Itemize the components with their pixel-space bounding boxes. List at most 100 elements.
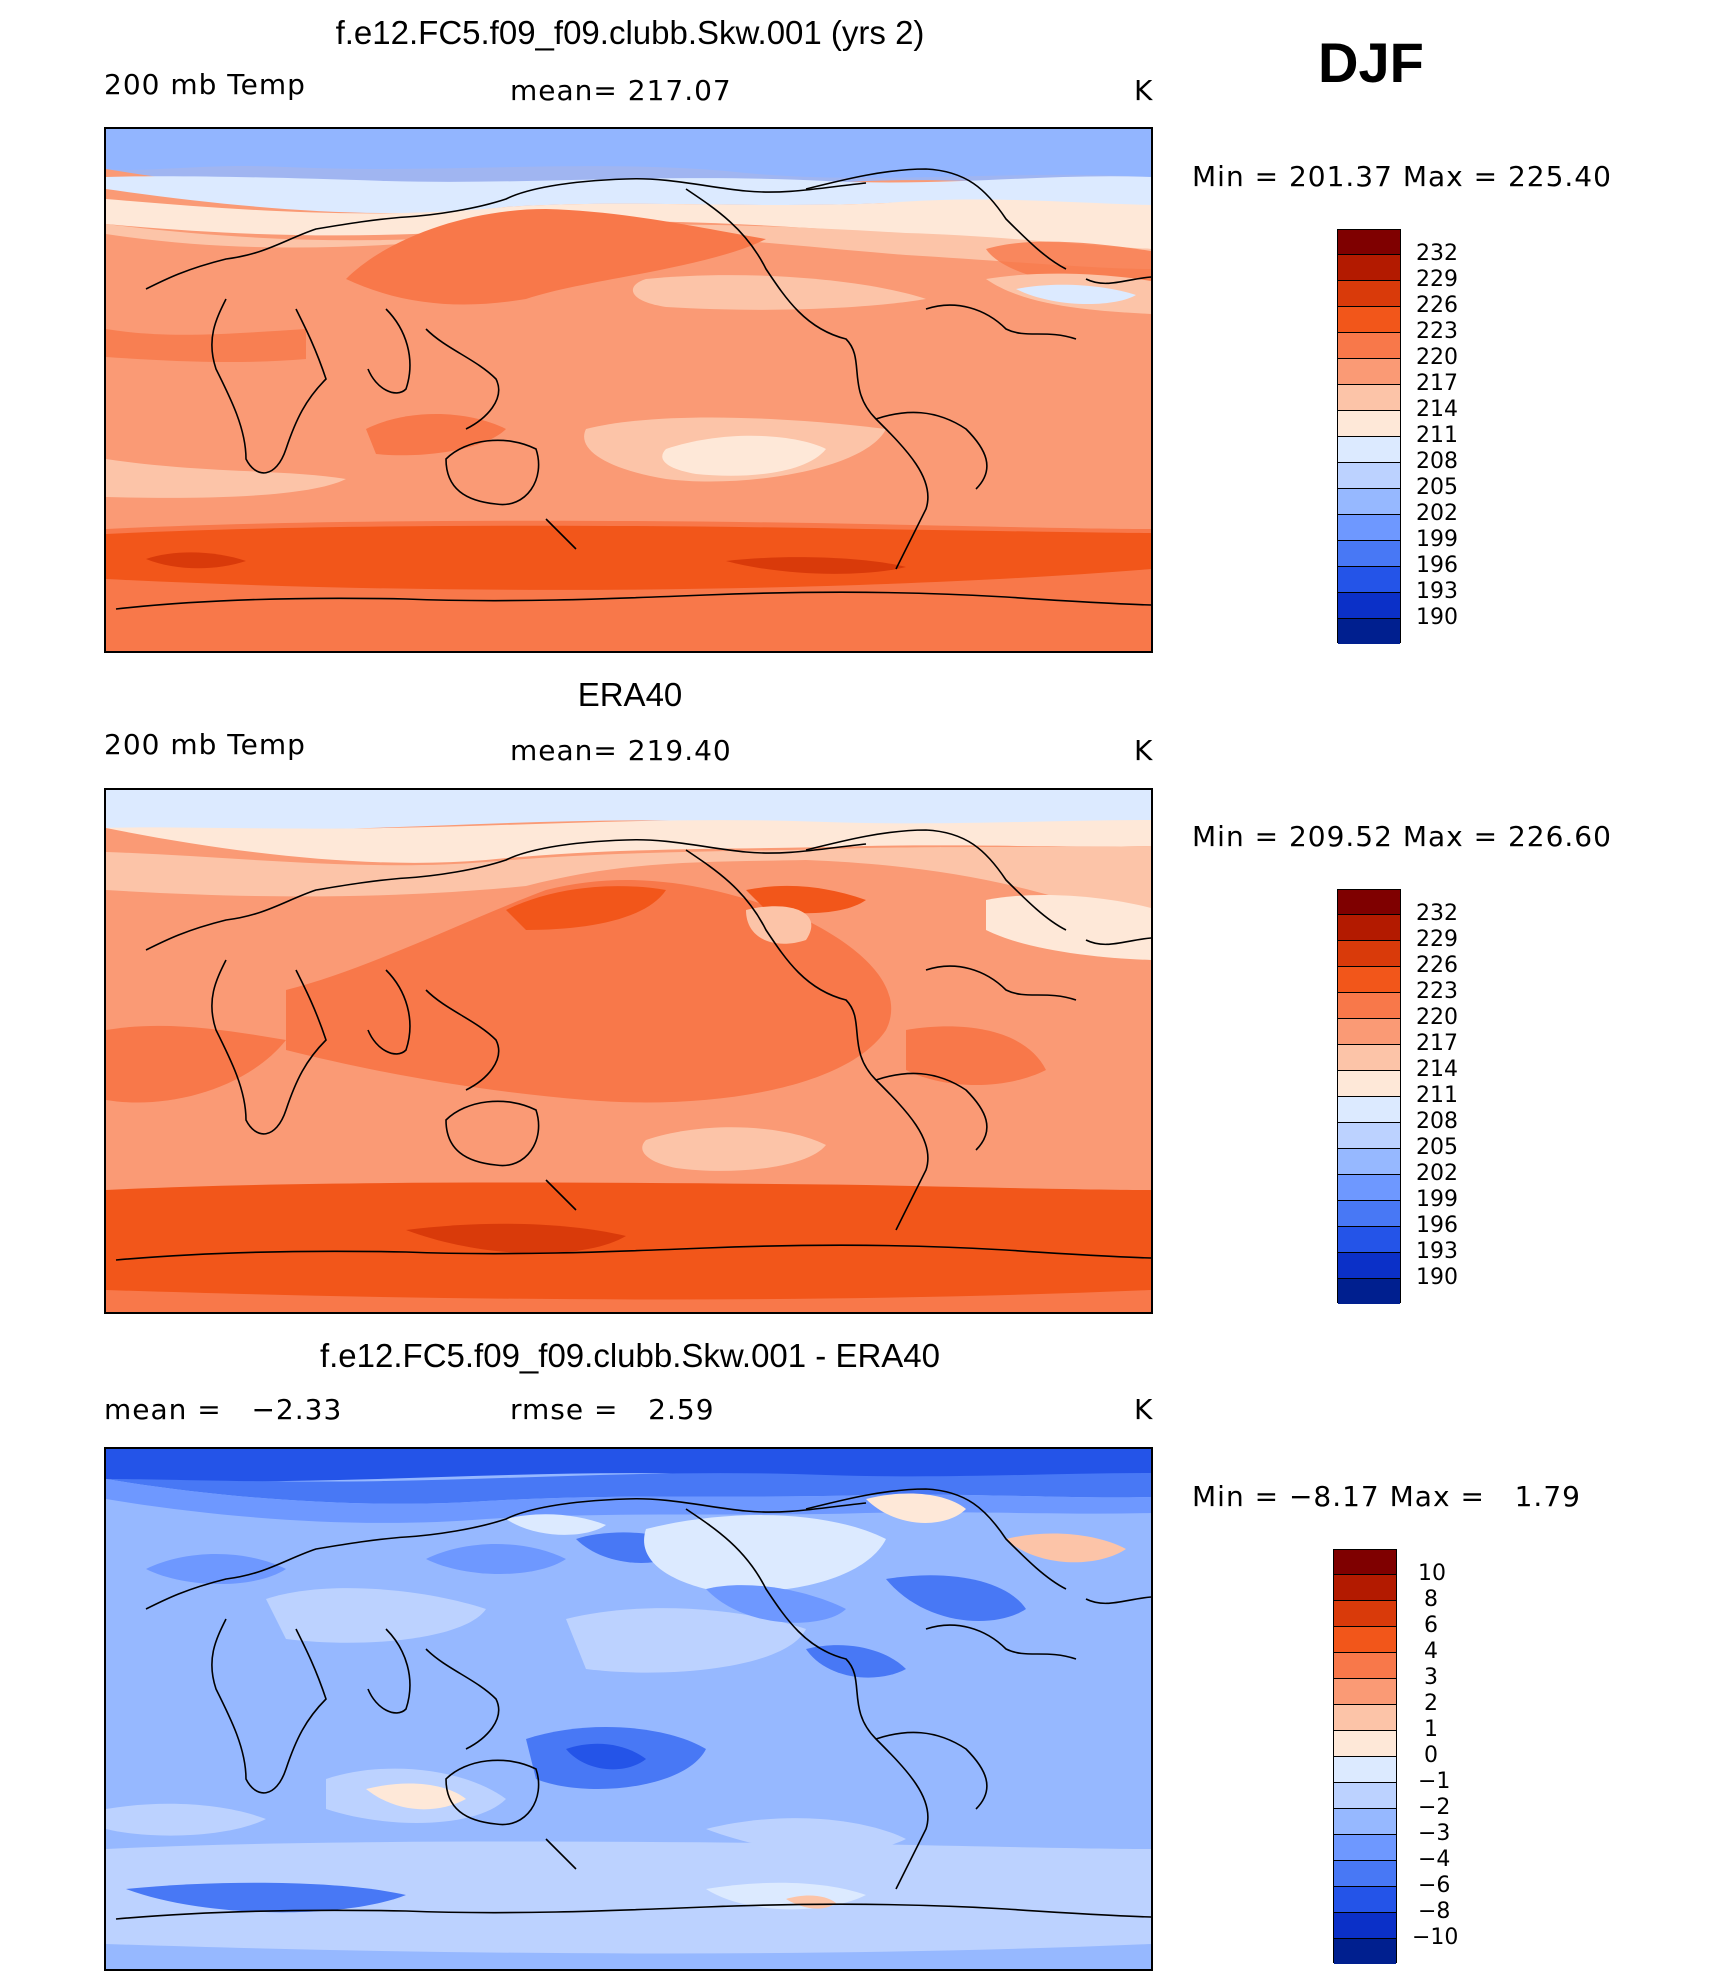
colorbar-tick-label: 0 <box>1424 1743 1438 1768</box>
colorbar-tick-label: 202 <box>1416 1161 1458 1186</box>
colorbar-tick-label: 214 <box>1416 1057 1458 1082</box>
colorbar-tick-label: 223 <box>1416 979 1458 1004</box>
panel1-colorbar <box>1337 229 1401 644</box>
colorbar-tick-label: −2 <box>1418 1795 1451 1820</box>
colorbar-tick-label: 232 <box>1416 241 1458 266</box>
panel2-colorbar-swatch <box>1338 1071 1400 1097</box>
panel3-colorbar-swatch <box>1334 1913 1396 1939</box>
colorbar-tick-label: 220 <box>1416 1005 1458 1030</box>
colorbar-tick-label: −6 <box>1418 1873 1451 1898</box>
colorbar-tick-label: 202 <box>1416 501 1458 526</box>
panel1-colorbar-swatch <box>1338 359 1400 385</box>
colorbar-tick-label: 196 <box>1416 553 1458 578</box>
colorbar-tick-label: 208 <box>1416 449 1458 474</box>
panel1-title: f.e12.FC5.f09_f09.clubb.Skw.001 (yrs 2) <box>335 14 925 51</box>
panel3-colorbar-swatch <box>1334 1783 1396 1809</box>
panel2-title: ERA40 <box>577 676 683 713</box>
colorbar-tick-label: −3 <box>1418 1821 1451 1846</box>
panel3-map <box>104 1447 1153 1971</box>
panel2-colorbar-swatch <box>1338 1045 1400 1071</box>
panel3-mean-label: mean = −2.33 <box>104 1393 343 1426</box>
panel3-colorbar-swatch <box>1334 1679 1396 1705</box>
panel3-colorbar-swatch <box>1334 1887 1396 1913</box>
colorbar-tick-label: 208 <box>1416 1109 1458 1134</box>
panel3-colorbar-swatch <box>1334 1653 1396 1679</box>
colorbar-tick-label: 199 <box>1416 527 1458 552</box>
panel1-colorbar-swatch <box>1338 385 1400 411</box>
panel3-colorbar-swatch <box>1334 1757 1396 1783</box>
colorbar-tick-label: 196 <box>1416 1213 1458 1238</box>
colorbar-tick-label: 3 <box>1424 1665 1438 1690</box>
colorbar-tick-label: 211 <box>1416 1083 1458 1108</box>
colorbar-tick-label: 4 <box>1424 1639 1438 1664</box>
panel2-colorbar-swatch <box>1338 993 1400 1019</box>
panel3-minmax: Min = −8.17 Max = 1.79 <box>1192 1480 1581 1513</box>
panel1-temperature-field <box>106 129 1151 651</box>
colorbar-tick-label: 226 <box>1416 953 1458 978</box>
panel2-colorbar-swatch <box>1338 1253 1400 1279</box>
panel2-minmax: Min = 209.52 Max = 226.60 <box>1192 820 1612 853</box>
colorbar-tick-label: 229 <box>1416 267 1458 292</box>
panel2-colorbar-swatch <box>1338 1123 1400 1149</box>
panel2-units: K <box>1134 734 1154 767</box>
colorbar-tick-label: 232 <box>1416 901 1458 926</box>
panel1-colorbar-swatch <box>1338 619 1400 644</box>
colorbar-tick-label: 193 <box>1416 1239 1458 1264</box>
panel2-colorbar-swatch <box>1338 1149 1400 1175</box>
panel1-colorbar-swatch <box>1338 463 1400 489</box>
panel2-colorbar-swatch <box>1338 1019 1400 1045</box>
panel1-map <box>104 127 1153 653</box>
panel2-temperature-field <box>106 790 1151 1312</box>
panel3-colorbar-swatch <box>1334 1705 1396 1731</box>
panel3-units: K <box>1134 1393 1154 1426</box>
panel3-colorbar-swatch <box>1334 1601 1396 1627</box>
colorbar-tick-label: 190 <box>1416 605 1458 630</box>
panel1-colorbar-swatch <box>1338 567 1400 593</box>
colorbar-tick-label: 223 <box>1416 319 1458 344</box>
panel2-map <box>104 788 1153 1314</box>
colorbar-tick-label: 205 <box>1416 475 1458 500</box>
panel3-title: f.e12.FC5.f09_f09.clubb.Skw.001 - ERA40 <box>319 1337 941 1374</box>
season-label: DJF <box>1318 31 1424 94</box>
colorbar-tick-label: 10 <box>1418 1561 1446 1586</box>
panel2-colorbar <box>1337 889 1401 1304</box>
panel1-minmax: Min = 201.37 Max = 225.40 <box>1192 160 1612 193</box>
panel3-colorbar-swatch <box>1334 1575 1396 1601</box>
panel3-rmse-label: rmse = 2.59 <box>510 1393 715 1426</box>
panel2-colorbar-swatch <box>1338 915 1400 941</box>
panel1-colorbar-swatch <box>1338 541 1400 567</box>
colorbar-tick-label: 217 <box>1416 371 1458 396</box>
panel2-mean-label: mean= 219.40 <box>510 734 732 767</box>
panel3-colorbar-swatch <box>1334 1939 1396 1964</box>
panel1-colorbar-swatch <box>1338 515 1400 541</box>
panel2-colorbar-swatch <box>1338 941 1400 967</box>
colorbar-tick-label: −8 <box>1418 1899 1451 1924</box>
panel3-colorbar-swatch <box>1334 1627 1396 1653</box>
panel2-colorbar-swatch <box>1338 1097 1400 1123</box>
colorbar-tick-label: −1 <box>1418 1769 1451 1794</box>
panel3-difference-field <box>106 1449 1151 1969</box>
colorbar-tick-label: 214 <box>1416 397 1458 422</box>
panel1-colorbar-swatch <box>1338 333 1400 359</box>
colorbar-tick-label: −4 <box>1418 1847 1451 1872</box>
colorbar-tick-label: 220 <box>1416 345 1458 370</box>
panel2-colorbar-swatch <box>1338 1279 1400 1304</box>
panel3-colorbar-swatch <box>1334 1550 1396 1575</box>
panel3-colorbar-swatch <box>1334 1809 1396 1835</box>
panel1-units: K <box>1134 74 1154 107</box>
colorbar-tick-label: 211 <box>1416 423 1458 448</box>
panel1-mean-label: mean= 217.07 <box>510 74 732 107</box>
colorbar-tick-label: 193 <box>1416 579 1458 604</box>
colorbar-tick-label: 6 <box>1424 1613 1438 1638</box>
panel2-colorbar-swatch <box>1338 967 1400 993</box>
colorbar-tick-label: −10 <box>1412 1925 1459 1950</box>
panel3-colorbar-swatch <box>1334 1861 1396 1887</box>
panel2-colorbar-swatch <box>1338 1201 1400 1227</box>
panel3-colorbar <box>1333 1549 1397 1964</box>
panel2-colorbar-swatch <box>1338 890 1400 915</box>
panel1-colorbar-swatch <box>1338 255 1400 281</box>
colorbar-tick-label: 8 <box>1424 1587 1438 1612</box>
colorbar-tick-label: 229 <box>1416 927 1458 952</box>
colorbar-tick-label: 205 <box>1416 1135 1458 1160</box>
panel2-variable-label: 200 mb Temp <box>104 728 306 761</box>
